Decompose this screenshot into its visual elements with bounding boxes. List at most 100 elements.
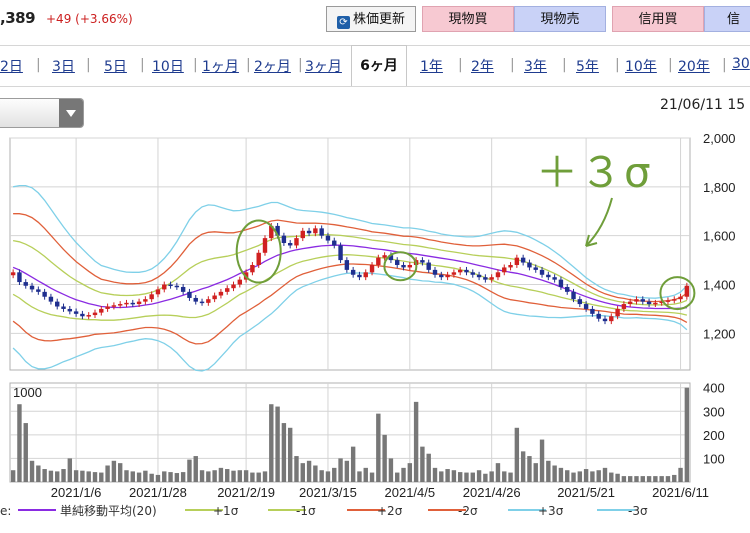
volume-bar [558,467,564,482]
indicator-select[interactable] [0,98,84,128]
volume-bar [684,387,690,482]
candle-down [174,285,180,288]
period-tab-20y[interactable]: 20年 [678,59,710,75]
volume-bar [583,469,589,482]
volume-bar [457,472,463,482]
spot-buy-button[interactable]: 現物買 [422,6,514,32]
volume-bar [665,476,671,482]
period-tab-1m[interactable]: 1ヶ月 [202,59,239,75]
highlight-circle [235,219,282,284]
period-tab-30y[interactable]: 30 [732,56,750,72]
candle-down [73,311,79,314]
candle-up [609,316,614,322]
volume-bar [609,472,614,482]
volume-bar [168,472,173,482]
candle-up [451,272,457,275]
volume-bar [231,470,236,482]
chevron-down-icon[interactable] [59,99,83,127]
margin-buy-button[interactable]: 信用買 [612,6,704,32]
candle-up [256,252,261,265]
volume-bar [237,470,243,482]
volume-bar [155,474,161,482]
candle-down [306,230,312,234]
candle-up [225,288,230,292]
highlight-circle [659,276,696,311]
volume-bar [269,404,274,482]
candle-down [42,291,47,297]
candle-up [86,315,91,317]
candle-up [10,272,16,276]
period-tab-3y[interactable]: 3年 [524,59,547,75]
candle-down [17,272,22,283]
volume-bar [527,456,532,482]
candle-up [445,274,450,278]
volume-bar [451,470,457,482]
candle-down [533,267,538,270]
sigma-annotation: ＋３σ [536,148,653,197]
volume-bar [627,476,633,482]
candle-down [319,228,324,236]
volume-bar [476,470,482,482]
period-tab-2y[interactable]: 2年 [471,59,494,75]
price-tick-label: 1,800 [703,180,736,195]
period-tab-6m[interactable]: 6ヶ月 [351,45,407,86]
candle-down [476,274,482,278]
price-tick-label: 1,600 [703,229,736,244]
candle-down [401,264,406,268]
candle-up [237,279,243,285]
volume-bar [470,472,475,482]
volume-tick-label: 200 [703,428,725,443]
candle-up [659,301,664,304]
candle-up [313,228,318,234]
period-tab-1y[interactable]: 1年 [420,59,443,75]
volume-bar [420,446,425,482]
candle-up [684,285,690,297]
candle-up [615,308,620,317]
volume-bar [256,472,261,482]
candle-up [514,257,520,265]
refresh-icon: ⟳ [336,16,350,29]
price-change: +49 (+3.66%) [46,12,133,26]
candle-up [206,299,211,303]
volume-tick-label: 300 [703,404,725,419]
margin-sell-button[interactable]: 信 [704,6,750,32]
candle-down [344,260,350,270]
candle-down [602,318,608,322]
spot-sell-button[interactable]: 現物売 [514,6,606,32]
period-tab-3m[interactable]: 3ヶ月 [305,59,342,75]
volume-bar [533,463,538,482]
candle-down [565,286,570,292]
legend-label: -3σ [628,504,648,518]
candle-down [338,245,343,261]
period-tab-10y[interactable]: 10年 [625,59,657,75]
volume-bar [615,473,620,482]
candle-up [495,272,501,278]
date-tick-label: 2021/4/26 [463,485,521,500]
candle-up [653,302,658,305]
candle-down [464,269,469,273]
period-tab-3d[interactable]: 3日 [52,59,75,75]
candle-down [432,269,438,275]
period-tab-2d[interactable]: 2日 [0,59,23,75]
period-tab-5d[interactable]: 5日 [104,59,127,75]
candle-up [92,312,98,316]
volume-bar [250,472,255,482]
volume-bar [206,471,211,482]
candle-down [61,306,66,309]
volume-bar [325,471,331,482]
refresh-button[interactable]: ⟳ 株価更新 [326,6,416,32]
price-tick-label: 2,000 [703,131,736,146]
period-tab-5y[interactable]: 5年 [576,59,599,75]
plus-3-sigma-line [12,184,688,299]
period-tab-2m[interactable]: 2ヶ月 [254,59,291,75]
period-tab-10d[interactable]: 10日 [152,59,184,75]
candle-down [187,291,192,298]
candle-up [136,301,142,305]
candle-up [634,299,639,302]
minus-1-sigma-line [12,254,688,321]
volume-bar [149,473,154,482]
volume-bar [546,460,551,482]
volume-bar [117,463,123,482]
date-tick-label: 2021/2/19 [217,485,275,500]
